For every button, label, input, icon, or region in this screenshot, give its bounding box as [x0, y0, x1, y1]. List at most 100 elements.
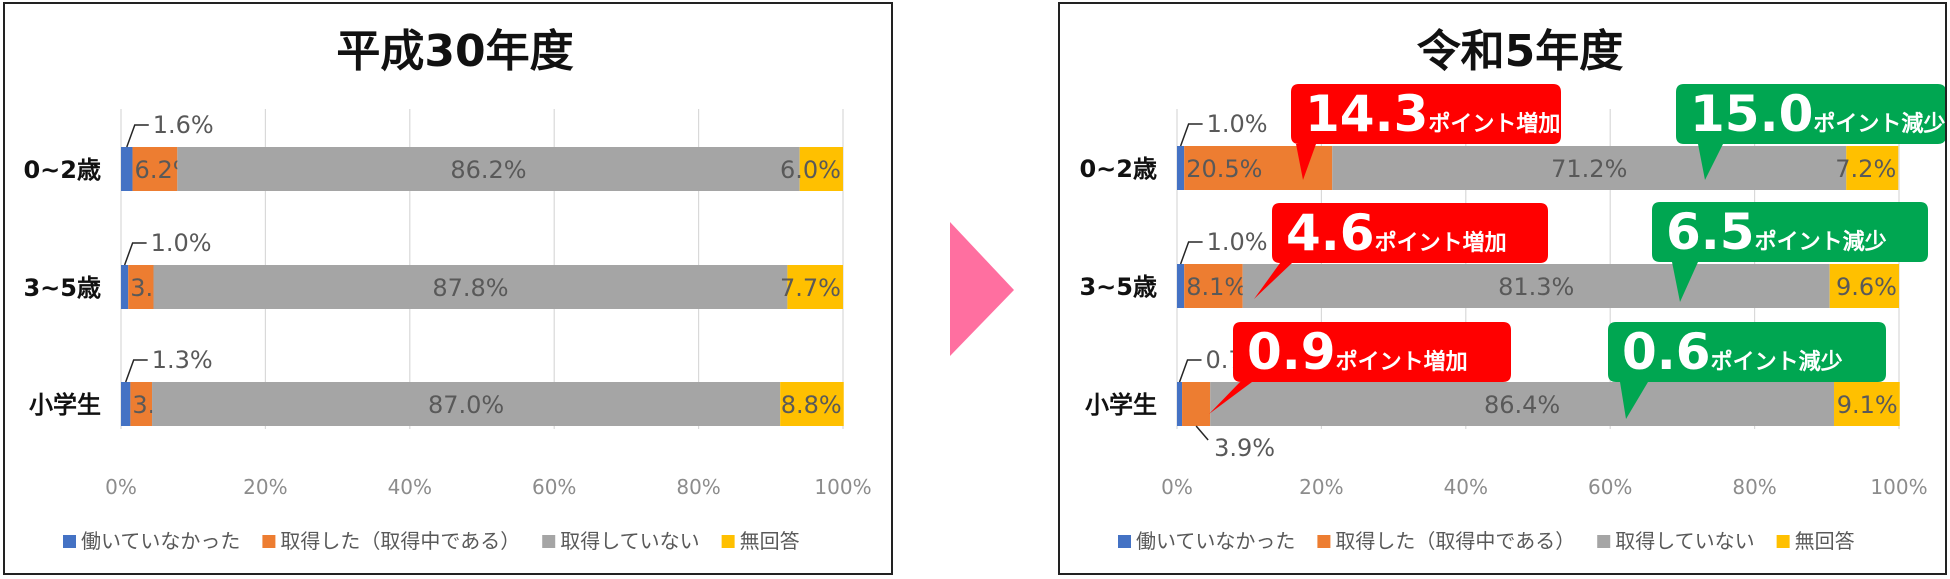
callout-label: ポイント減少 — [1813, 111, 1945, 137]
category-label: 小学生 — [1085, 391, 1157, 419]
legend-swatch — [1317, 535, 1331, 548]
bar-segment — [1177, 382, 1183, 426]
legend-swatch — [542, 535, 556, 548]
data-label: 20.5% — [1186, 155, 1262, 183]
data-label: 9.1% — [1837, 391, 1898, 419]
increase-callout: 14.3ポイント増加 — [1291, 84, 1561, 180]
increase-callout: 4.6ポイント増加 — [1254, 203, 1548, 299]
callout-box — [1652, 202, 1928, 302]
x-tick-label: 60% — [532, 475, 576, 499]
data-label: 3.9% — [1214, 434, 1275, 462]
legend-swatch — [1597, 535, 1611, 548]
data-label: 81.3% — [1498, 273, 1574, 301]
data-label: 1.0% — [151, 229, 212, 257]
bar-segment — [787, 265, 843, 309]
bar-segment — [1332, 146, 1847, 190]
category-label: 0~2歳 — [1079, 155, 1157, 183]
bar-segment — [1177, 146, 1185, 190]
callout-number: 14.3 — [1305, 85, 1428, 143]
callout-number: 6.5 — [1666, 203, 1755, 261]
bar-segment — [132, 147, 178, 191]
category-label: 3~5歳 — [23, 274, 101, 302]
x-tick-label: 20% — [243, 475, 287, 499]
category-label: 0~2歳 — [23, 156, 101, 184]
data-label: 8.8% — [781, 391, 842, 419]
legend-label: 働いていなかった — [81, 529, 240, 553]
bar-segment — [1834, 382, 1900, 426]
leader-line — [126, 124, 149, 148]
x-tick-label: 0% — [105, 475, 137, 499]
bar-segment — [1184, 264, 1243, 308]
x-tick-label: 40% — [388, 475, 432, 499]
callout-label: ポイント減少 — [1755, 229, 1887, 255]
bar-segment — [152, 382, 781, 426]
bar-segment — [153, 265, 788, 309]
leader-line — [123, 242, 147, 266]
callout-box — [1254, 203, 1548, 299]
x-tick-label: 0% — [1161, 475, 1193, 499]
legend-swatch — [262, 535, 276, 548]
x-tick-label: 80% — [676, 475, 720, 499]
chart-title: 令和5年度 — [1417, 26, 1624, 77]
callout-text: 15.0ポイント減少 — [1690, 85, 1945, 143]
data-label: 7.7% — [780, 274, 841, 302]
data-label: 8.1% — [1186, 273, 1247, 301]
callout-box — [1676, 84, 1945, 180]
callout-text: 0.9ポイント増加 — [1247, 323, 1468, 381]
chart-panel-reiwa5: 令和5年度 0% 20% 40% 60% 80% 100% 0~2歳 1.0% 20.5% 71.2… — [1058, 2, 1947, 575]
chart-reiwa5: 令和5年度 0% 20% 40% 60% 80% 100% 0~2歳 1.0% 20.5% 71.2… — [1079, 26, 1945, 553]
bar-segment — [1177, 264, 1185, 308]
bar-segment — [177, 147, 800, 191]
bar-segment — [1210, 382, 1835, 426]
legend-swatch — [721, 535, 735, 548]
data-label: 6.0% — [780, 156, 841, 184]
bar-segment — [128, 265, 154, 309]
category-label: 小学生 — [29, 391, 101, 419]
legend-swatch — [63, 535, 76, 548]
callout-text: 4.6ポイント増加 — [1286, 204, 1507, 262]
legend-label: 無回答 — [740, 529, 800, 553]
bar-segment — [780, 382, 844, 426]
right-triangle-arrow-icon — [950, 222, 1014, 356]
legend-label: 無回答 — [1795, 529, 1855, 553]
legend-label: 取得していない — [560, 529, 699, 553]
category-label: 3~5歳 — [1079, 273, 1157, 301]
chart-title: 平成30年度 — [336, 26, 573, 77]
decrease-callout: 0.6ポイント減少 — [1608, 322, 1886, 419]
bar-segment — [130, 382, 153, 426]
callout-number: 15.0 — [1690, 85, 1813, 143]
data-label: 87.0% — [428, 391, 504, 419]
callout-number: 4.6 — [1286, 204, 1375, 262]
bar-segment — [1829, 264, 1899, 308]
legend-swatch — [1776, 535, 1790, 548]
data-label: 86.2% — [450, 156, 526, 184]
x-tick-label: 100% — [1870, 475, 1927, 499]
bar-segment — [1242, 264, 1830, 308]
callout-box — [1608, 322, 1886, 419]
decrease-callout: 15.0ポイント減少 — [1676, 84, 1945, 180]
legend-label: 働いていなかった — [1136, 529, 1295, 553]
callout-box — [1209, 322, 1511, 414]
callout-number: 0.9 — [1247, 323, 1336, 381]
chart-panel-heisei30: 平成30年度 0% 20% 40% 60% 80% 100% 0~2歳 1.6% 6.2% 86.2… — [3, 2, 893, 575]
callout-number: 0.6 — [1622, 323, 1711, 381]
bar-segment — [121, 265, 129, 309]
data-label: 9.6% — [1836, 273, 1897, 301]
callout-text: 0.6ポイント減少 — [1622, 323, 1843, 381]
legend-label: 取得した（取得中である） — [280, 529, 520, 553]
callout-box — [1291, 84, 1561, 180]
leader-line — [1179, 241, 1203, 265]
data-label: 1.0% — [1207, 228, 1268, 256]
data-label: 71.2% — [1551, 155, 1627, 183]
x-tick-label: 100% — [814, 475, 871, 499]
increase-callout: 0.9ポイント増加 — [1209, 322, 1511, 414]
callout-text: 14.3ポイント増加 — [1305, 85, 1560, 143]
leader-line — [1179, 123, 1203, 147]
callout-text: 6.5ポイント減少 — [1666, 203, 1887, 261]
bar-segment — [121, 382, 131, 426]
decrease-callout: 6.5ポイント減少 — [1652, 202, 1928, 302]
data-label: 1.6% — [153, 111, 214, 139]
leader-line — [1195, 425, 1209, 441]
callout-label: ポイント増加 — [1336, 349, 1468, 375]
